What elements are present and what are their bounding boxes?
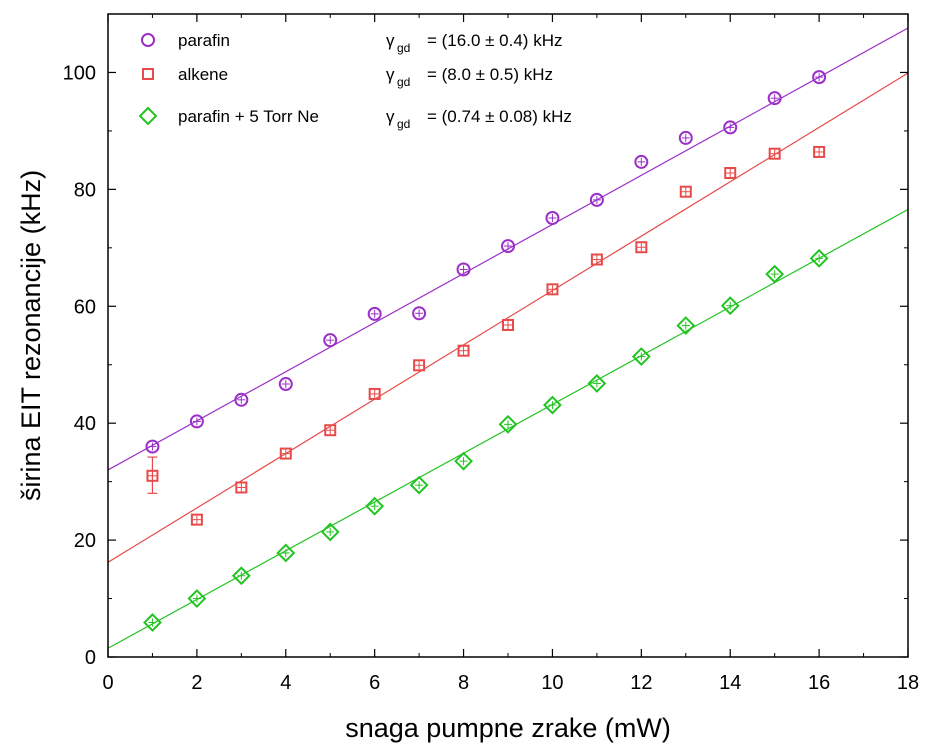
- x-tick-label: 6: [369, 672, 380, 694]
- data-point: [145, 439, 160, 454]
- annotation-value: = (0.74 ± 0.08) kHz: [427, 107, 572, 126]
- data-point: [587, 374, 607, 393]
- y-tick-label: 0: [85, 647, 96, 669]
- data-point: [235, 481, 248, 494]
- axis-ticks: 0 2 4 6 8 10 12 14 16 18 0 20 40 60 80 100: [63, 13, 919, 694]
- legend-label: alkene: [178, 65, 228, 84]
- data-point: [454, 451, 473, 471]
- data-point: [231, 566, 251, 586]
- data-point: [809, 248, 829, 268]
- data-point: [502, 318, 514, 331]
- data-point: [546, 283, 559, 296]
- data-point: [543, 395, 562, 415]
- data-point: [812, 70, 827, 85]
- data-point: [501, 239, 515, 254]
- data-point: [143, 613, 162, 632]
- legend-marker: [138, 106, 158, 126]
- annotation-gamma: γ: [386, 65, 395, 84]
- data-point: [190, 513, 203, 526]
- x-tick-label: 8: [458, 672, 469, 694]
- data-point: [323, 333, 338, 348]
- data-point: [634, 154, 649, 169]
- data-point: [720, 296, 740, 316]
- data-point: [279, 447, 292, 460]
- data-point: [589, 192, 604, 207]
- data-point: [278, 377, 293, 392]
- annotation-value: = (16.0 ± 0.4) kHz: [427, 31, 562, 50]
- x-tick-label: 14: [719, 672, 741, 694]
- data-point: [187, 589, 207, 608]
- data-point: [545, 211, 560, 226]
- data-point: [367, 306, 382, 321]
- data-point: [590, 253, 603, 266]
- x-tick-label: 0: [102, 672, 113, 694]
- data-point: [320, 522, 340, 542]
- x-tick-label: 12: [630, 672, 652, 694]
- legend-label: parafin + 5 Torr Ne: [178, 107, 319, 126]
- x-tick-label: 2: [191, 672, 202, 694]
- y-tick-label: 20: [74, 530, 96, 552]
- data-point: [457, 344, 470, 357]
- data-point: [324, 424, 337, 437]
- data-point: [676, 316, 696, 335]
- data-point: [765, 264, 785, 284]
- data-point: [724, 166, 737, 179]
- data-point: [635, 241, 648, 254]
- annotation-gamma-subscript: gd: [397, 75, 410, 89]
- data-point: [498, 414, 518, 434]
- legend-label: parafin: [178, 31, 230, 50]
- legend-marker: [142, 68, 154, 80]
- data-point: [189, 414, 204, 429]
- x-axis-title: snaga pumpne zrake (mW): [345, 713, 671, 743]
- annotation-gamma-subscript: gd: [397, 41, 410, 55]
- y-tick-label: 100: [63, 62, 96, 84]
- data-point: [276, 543, 296, 563]
- data-point: [679, 185, 692, 198]
- annotation-gamma: γ: [386, 107, 395, 126]
- data-point: [146, 469, 159, 482]
- y-axis-title: širina EIT rezonancije (kHz): [16, 170, 46, 501]
- data-point: [631, 347, 651, 366]
- data-point: [234, 392, 249, 407]
- data-point: [723, 120, 738, 135]
- data-point: [365, 496, 385, 516]
- data-point: [413, 359, 426, 372]
- y-tick-label: 40: [74, 413, 96, 435]
- y-tick-label: 60: [74, 296, 96, 318]
- x-tick-label: 18: [897, 672, 919, 694]
- data-point: [412, 306, 427, 321]
- data-point: [768, 147, 781, 160]
- legend-marker: [141, 33, 155, 47]
- data-point: [678, 130, 693, 145]
- annotation-gamma: γ: [386, 31, 395, 50]
- x-tick-label: 16: [808, 672, 830, 694]
- annotation-value: = (8.0 ± 0.5) kHz: [427, 65, 553, 84]
- x-tick-label: 10: [541, 672, 563, 694]
- data-point: [368, 387, 381, 400]
- data-point: [767, 91, 782, 106]
- annotation-gamma-subscript: gd: [397, 117, 410, 131]
- data-point: [409, 475, 429, 495]
- y-tick-label: 80: [74, 179, 96, 201]
- data-point: [813, 145, 826, 158]
- x-tick-label: 4: [280, 672, 291, 694]
- data-point: [456, 262, 471, 277]
- data-points: [143, 70, 829, 632]
